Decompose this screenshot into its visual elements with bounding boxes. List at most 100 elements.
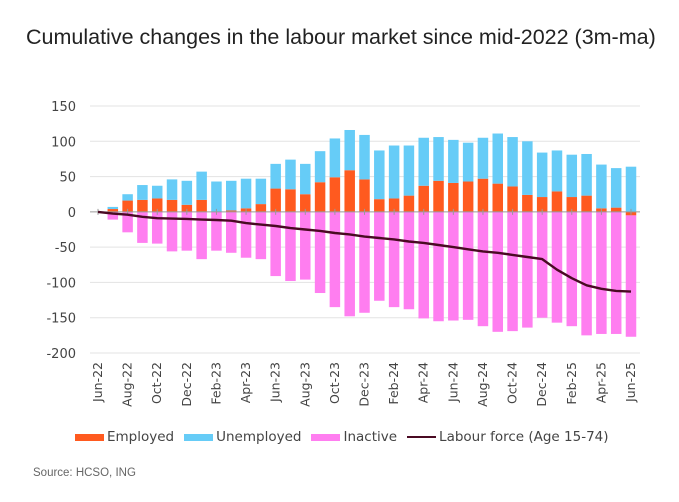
x-tick-label: Dec-24 [534, 362, 549, 407]
bar-unemployed-apr-24 [418, 137, 429, 186]
bar-unemployed-jul-23 [285, 159, 296, 190]
bar-unemployed-aug-23 [300, 163, 311, 195]
bar-unemployed-jun-24 [448, 139, 459, 183]
x-tick-label: Aug-22 [120, 362, 135, 407]
bar-employed-oct-23 [329, 177, 341, 212]
bar-inactive-mar-24 [403, 211, 415, 310]
bar-unemployed-may-23 [255, 178, 267, 205]
x-tick-label: Feb-24 [386, 362, 401, 405]
bar-employed-aug-22 [122, 200, 133, 212]
bar-unemployed-may-24 [433, 137, 444, 181]
x-tick-label: Apr-25 [593, 362, 608, 403]
bar-inactive-sep-22 [137, 211, 148, 243]
bar-inactive-jun-24 [448, 211, 459, 321]
bar-inactive-dec-22 [181, 211, 193, 251]
bar-employed-sep-22 [137, 199, 148, 212]
bar-inactive-apr-24 [418, 211, 429, 319]
bar-inactive-nov-24 [522, 211, 533, 328]
x-axis [90, 208, 640, 215]
x-tick-label: Jun-25 [623, 362, 638, 403]
y-tick-label: 0 [68, 206, 76, 221]
bar-employed-jan-25 [551, 191, 563, 212]
bar-inactive-sep-23 [314, 211, 326, 294]
bar-employed-jun-23 [270, 188, 281, 212]
bar-unemployed-aug-22 [122, 194, 133, 201]
bar-inactive-oct-22 [151, 211, 163, 244]
chart-title: Cumulative changes in the labour market … [26, 25, 656, 49]
bar-unemployed-apr-25 [596, 164, 607, 209]
bar-employed-mar-24 [403, 195, 415, 212]
legend-item-unemployed: Unemployed [184, 429, 301, 445]
legend-label-employed: Employed [107, 429, 175, 445]
bar-unemployed-jun-23 [270, 163, 281, 189]
bar-unemployed-jul-22 [107, 206, 119, 210]
legend-swatch-labour-force [407, 436, 437, 438]
legend-item-employed: Employed [75, 429, 174, 445]
y-axis-ticks: 150 100 50 0 -50 -100 -150 -200 [46, 100, 76, 362]
bar-unemployed-nov-24 [522, 141, 533, 195]
bar-employed-jan-23 [196, 199, 207, 212]
labour-force-line [97, 210, 632, 293]
x-tick-label: Jun-24 [445, 362, 460, 403]
x-tick-label: Jun-22 [90, 362, 105, 403]
bar-employed-aug-23 [300, 194, 311, 212]
bar-inactive-dec-24 [536, 211, 548, 318]
bar-unemployed-mar-23 [226, 180, 237, 211]
bar-inactive-apr-23 [240, 211, 252, 258]
bar-inactive-jun-25 [625, 215, 637, 337]
y-tick-label: -150 [46, 312, 76, 327]
bar-inactive-sep-24 [492, 211, 503, 332]
legend-swatch-employed [75, 433, 104, 441]
legend-swatch-unemployed [184, 433, 214, 441]
bar-employed-sep-23 [314, 182, 326, 212]
legend-label-inactive: Inactive [343, 429, 398, 445]
y-tick-label: 100 [51, 135, 76, 150]
bar-unemployed-sep-22 [137, 185, 148, 200]
x-tick-label: Jun-23 [268, 362, 283, 403]
bar-employed-dec-22 [181, 204, 193, 212]
bar-employed-jul-24 [462, 181, 474, 212]
bar-unemployed-jan-24 [374, 150, 385, 200]
bar-employed-mar-23 [226, 210, 237, 212]
bar-unemployed-dec-24 [536, 152, 548, 198]
bar-inactive-jul-24 [462, 211, 474, 320]
bar-inactive-may-24 [433, 211, 444, 322]
bar-inactive-jun-23 [270, 211, 281, 277]
x-tick-label: Feb-23 [208, 362, 223, 405]
bar-inactive-oct-23 [329, 211, 341, 308]
bar-inactive-jul-23 [285, 211, 296, 282]
x-tick-label: Oct-23 [327, 362, 342, 404]
bars [107, 129, 637, 337]
bar-inactive-may-25 [610, 211, 622, 334]
bar-unemployed-dec-22 [181, 180, 193, 205]
x-tick-label: Feb-25 [564, 362, 579, 405]
legend: Employed Unemployed Inactive Labour forc… [75, 429, 619, 445]
bar-unemployed-nov-22 [166, 179, 178, 200]
bar-unemployed-jun-25 [625, 166, 637, 212]
source-note: Source: HCSO, ING [33, 467, 136, 479]
bar-inactive-feb-23 [211, 211, 222, 251]
bar-employed-nov-22 [166, 199, 178, 212]
bar-unemployed-apr-23 [240, 178, 252, 209]
bar-employed-sep-24 [492, 183, 503, 212]
bar-inactive-feb-24 [388, 211, 400, 308]
x-tick-label: Dec-22 [179, 362, 194, 407]
bar-employed-jan-24 [374, 199, 385, 212]
bar-unemployed-dec-23 [359, 134, 370, 180]
bar-inactive-mar-23 [226, 211, 237, 253]
bar-unemployed-jan-25 [551, 150, 563, 192]
x-axis-ticks: Jun-22 Aug-22 Oct-22 Dec-22 Feb-23 Apr-23 Jun-… [90, 362, 638, 407]
bar-inactive-aug-22 [122, 211, 133, 233]
legend-swatch-inactive [311, 433, 341, 441]
x-tick-label: Aug-23 [297, 362, 312, 407]
bar-inactive-jan-23 [196, 211, 207, 260]
x-tick-label: Apr-24 [416, 362, 431, 403]
bar-inactive-nov-22 [166, 211, 178, 252]
x-tick-label: Aug-24 [475, 362, 490, 407]
x-tick-label: Oct-22 [149, 362, 164, 404]
y-tick-label: -200 [46, 347, 76, 362]
bar-unemployed-feb-23 [211, 181, 222, 212]
x-tick-label: Dec-23 [357, 362, 372, 407]
legend-item-inactive: Inactive [311, 429, 397, 445]
bar-unemployed-mar-25 [581, 153, 592, 196]
